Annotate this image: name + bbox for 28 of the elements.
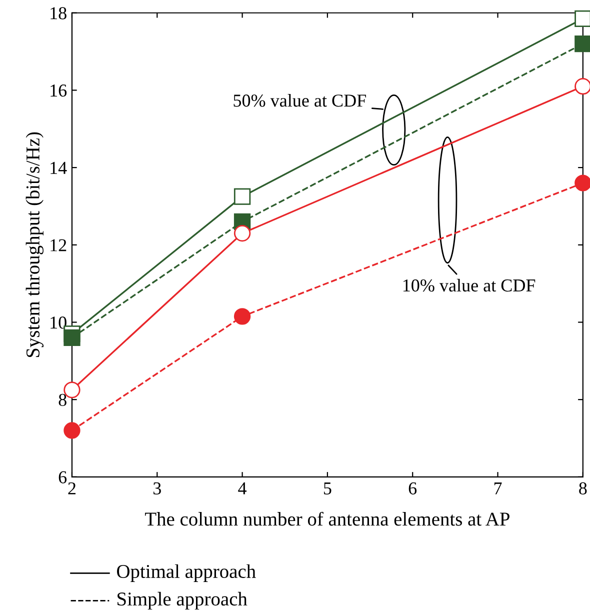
x-tick-label: 4 <box>238 482 247 494</box>
y-axis-title: System throughput (bit/s/Hz) <box>26 132 44 358</box>
point <box>234 188 251 205</box>
point <box>574 174 590 192</box>
point <box>234 308 251 325</box>
y-tick-label: 18 <box>50 7 66 20</box>
point <box>574 78 590 95</box>
y-tick-label: 14 <box>50 162 67 174</box>
annotation: 50% value at CDF <box>234 94 366 107</box>
x-tick-label: 3 <box>153 482 161 494</box>
point <box>574 35 590 52</box>
y-tick-label: 8 <box>58 394 66 406</box>
y-tick-label: 12 <box>50 239 66 252</box>
text: Optimal approach <box>117 564 256 582</box>
x-tick-label: 8 <box>579 482 587 494</box>
text: Simple approach <box>118 592 248 610</box>
point <box>234 224 251 242</box>
x-axis-title: The column number of antenna elements at AP <box>145 512 510 526</box>
point <box>64 329 80 346</box>
point <box>64 422 80 439</box>
x-tick-label: 7 <box>494 482 502 494</box>
x-tick-label: 2 <box>68 482 76 494</box>
point <box>574 10 590 28</box>
x-tick-label: 5 <box>324 482 332 494</box>
y-tick-label: 16 <box>50 84 67 97</box>
x-tick-label: 6 <box>408 482 417 494</box>
annotation: 10% value at CDF <box>403 278 536 292</box>
y-tick-label: 6 <box>58 471 67 484</box>
